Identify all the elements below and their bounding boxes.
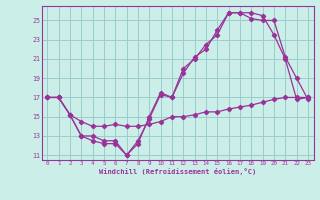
X-axis label: Windchill (Refroidissement éolien,°C): Windchill (Refroidissement éolien,°C) (99, 168, 256, 175)
